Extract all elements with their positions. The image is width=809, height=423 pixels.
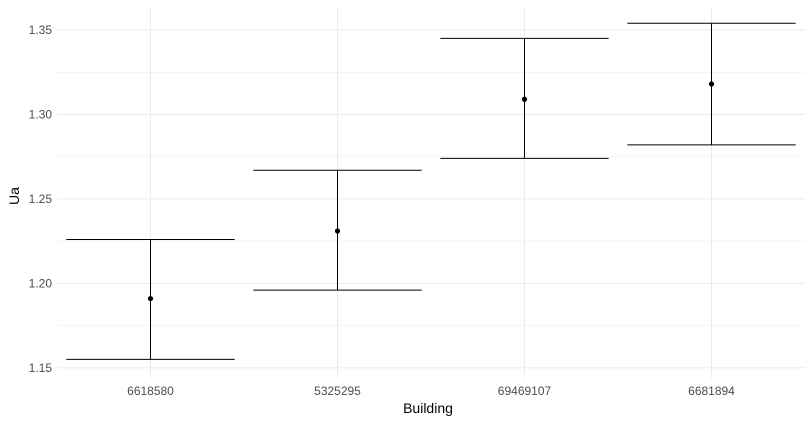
marks-layer bbox=[66, 22, 796, 360]
x-tick-label: 5325295 bbox=[314, 384, 361, 398]
x-tick-label: 6681894 bbox=[688, 384, 735, 398]
data-point bbox=[147, 295, 154, 302]
y-tick-label: 1.35 bbox=[29, 23, 53, 37]
data-point bbox=[334, 228, 341, 234]
labels-layer: Building Ua 1.15 1.20 1.25 1.30 1.35 6618580 5… bbox=[6, 23, 735, 416]
x-tick-label: 6618580 bbox=[127, 384, 174, 398]
y-tick-label: 1.25 bbox=[29, 192, 53, 206]
data-point bbox=[521, 96, 528, 102]
y-tick-label: 1.30 bbox=[29, 107, 53, 121]
y-axis-title: Ua bbox=[6, 187, 22, 205]
x-tick-label: 69469107 bbox=[498, 384, 552, 398]
y-tick-label: 1.15 bbox=[29, 361, 53, 375]
x-axis-title: Building bbox=[403, 400, 453, 416]
data-point bbox=[708, 81, 715, 87]
y-tick-label: 1.20 bbox=[29, 276, 53, 290]
grid-layer bbox=[57, 8, 805, 378]
